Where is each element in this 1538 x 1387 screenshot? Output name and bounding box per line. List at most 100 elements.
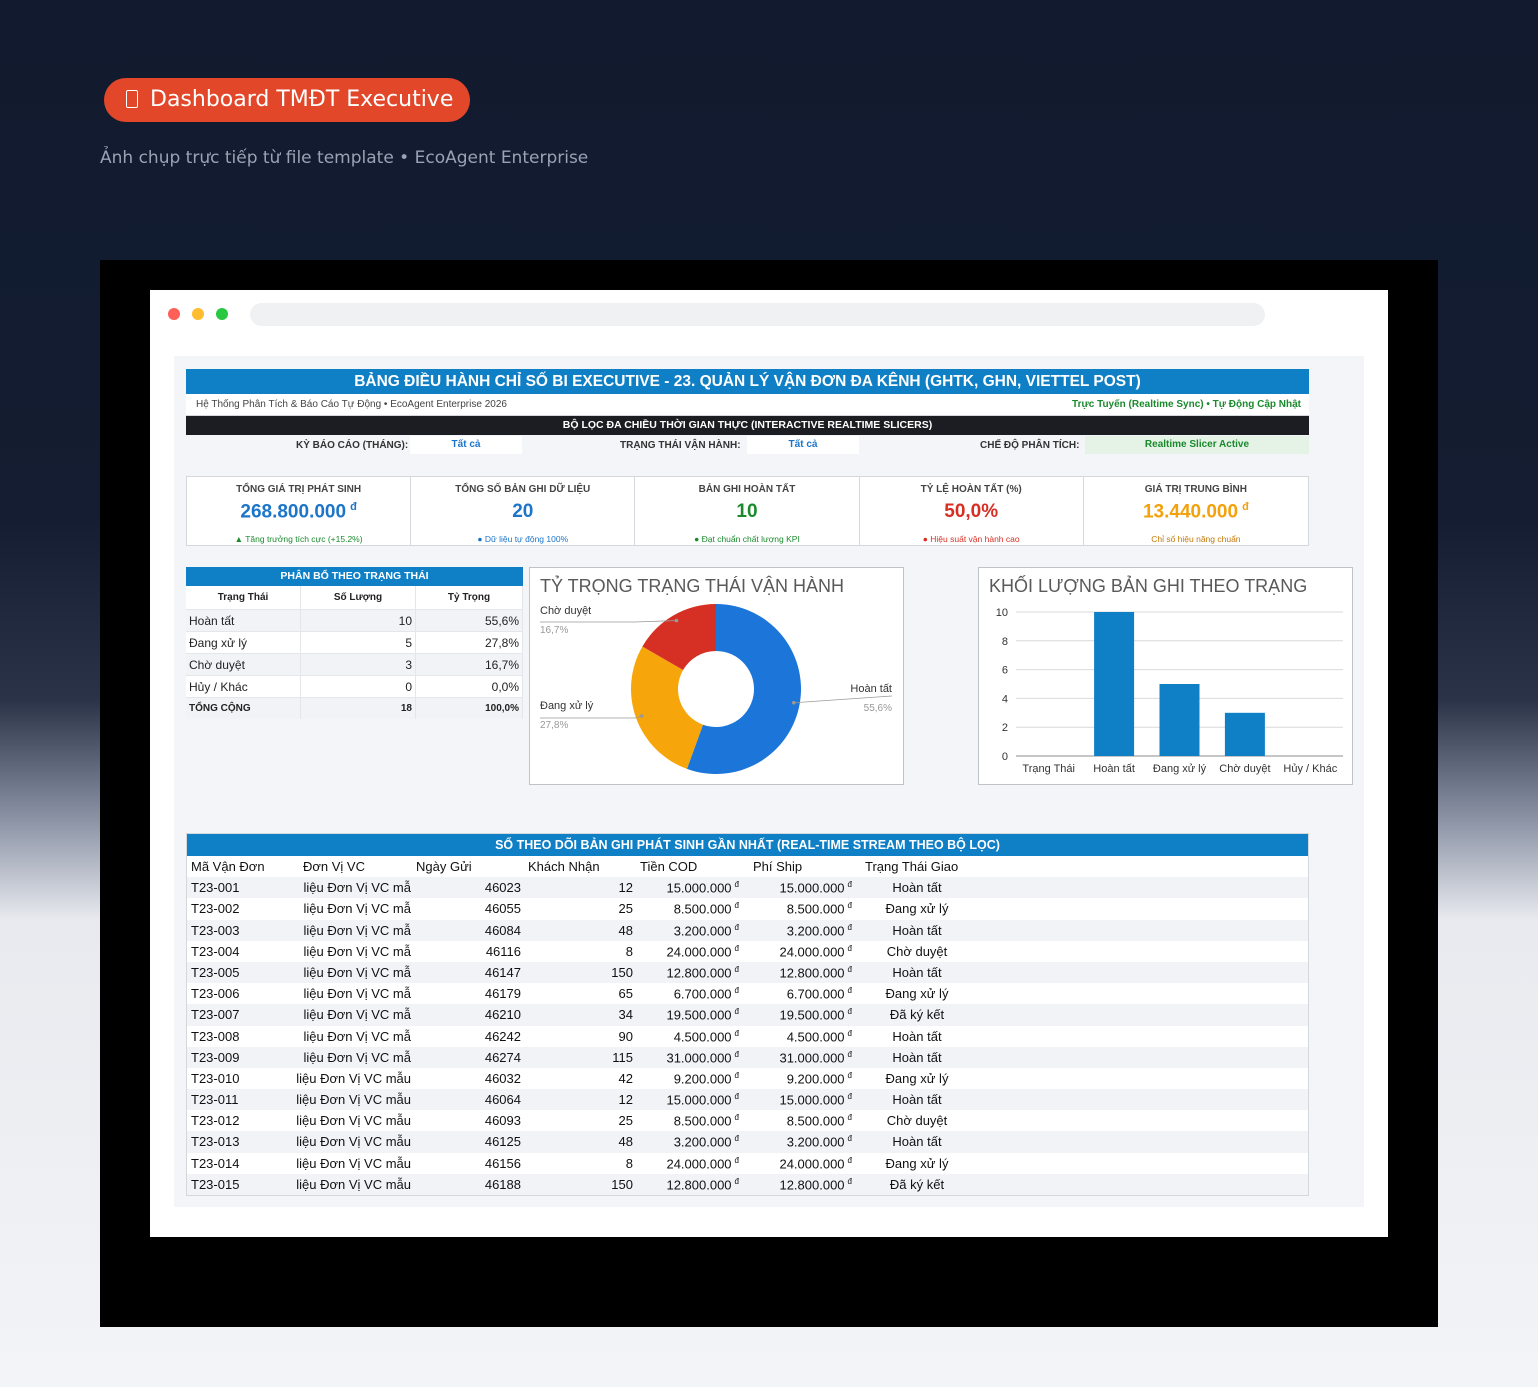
hero-subtitle: Ảnh chụp trực tiếp từ file template • Ec… [100,148,589,168]
delivery-status-text: Đang xử lý [885,986,949,1002]
address-bar[interactable] [250,303,1265,326]
currency-unit: đ [847,1134,852,1144]
kpi-card[interactable]: GIÁ TRỊ TRUNG BÌNH 13.440.000 đ Chỉ số hiệu… [1084,477,1308,545]
ship-fee: 4.500.000 đ [187,1029,852,1044]
carrier: liệu Đơn Vị VC mẫ [187,944,411,959]
currency-unit: đ [847,1113,852,1123]
cod-amount: 19.500.000 đ [187,1007,739,1022]
feed-row[interactable]: T23-002 liệu Đơn Vị VC mẫ 46055 25 8.500.000… [187,898,1308,919]
close-window-dot[interactable] [168,308,180,320]
send-date: 46125 [187,1134,521,1149]
send-date-text: 46116 [485,943,521,959]
delivery-status-text: Chờ duyệt [886,943,948,959]
filter-period-value[interactable]: Tất cả [410,436,522,454]
ship-fee-text: 19.500.000 [779,1007,845,1023]
bar[interactable] [1094,612,1135,756]
currency-unit: đ [734,1092,739,1102]
tracking-code-text: T23-002 [191,901,240,917]
x-tick-label: Hủy / Khác [1283,763,1337,775]
leader-dot [674,618,679,623]
status-count: 3 [300,653,416,676]
feed-row[interactable]: T23-005 liệu Đơn Vị VC mẫ 46147 150 12.800.0… [187,961,1308,984]
maximize-window-dot[interactable] [216,308,228,320]
feed-row[interactable]: T23-012 liệu Đơn Vị VC mẫu 46093 25 8.500.00… [187,1110,1308,1131]
y-tick-label: 6 [1002,665,1008,677]
bar[interactable] [1224,712,1265,756]
kpi-card[interactable]: TỔNG GIÁ TRỊ PHÁT SINH 268.800.000 đ ▲ Tăng… [187,477,412,545]
feed-row[interactable]: T23-015 liệu Đơn Vị VC mẫu 46188 150 12.800.… [187,1173,1308,1195]
kpi-card[interactable]: BẢN GHI HOÀN TẤT 10 ● Đạt chuẩn chất lượng… [635,477,860,545]
delivery-status: Hoàn tất [867,1029,967,1044]
send-date: 46064 [187,1092,521,1107]
ship-fee: 19.500.000 đ [187,1007,852,1022]
filter-row: KỲ BÁO CÁO (THÁNG): Tất cả TRẠNG THÁI VẬ… [186,435,1309,456]
recipient-count: 48 [187,1134,633,1149]
feed-row[interactable]: T23-010 liệu Đơn Vị VC mẫu 46032 42 9.200.00… [187,1068,1308,1089]
currency-unit: đ [734,986,739,996]
tracking-code: T23-008 [191,1029,239,1044]
ship-fee-text: 8.500.000 [786,1113,845,1129]
donut-slice[interactable] [642,604,716,670]
donut-slice[interactable] [686,604,801,774]
feed-row[interactable]: T23-009 liệu Đơn Vị VC mẫ 46274 115 31.000.0… [187,1046,1308,1068]
cod-amount: 9.200.000 đ [187,1071,739,1086]
recipient-count: 150 [187,965,633,980]
feed-row[interactable]: T23-011 liệu Đơn Vị VC mẫu 46064 12 15.000.0… [187,1089,1308,1111]
delivery-status-text: Hoàn tất [892,1049,942,1065]
ship-fee-text: 24.000.000 [779,944,845,960]
carrier: liệu Đơn Vị VC mẫ [187,986,411,1001]
recipient-count-text: 90 [618,1028,633,1044]
leader-dot [639,714,644,718]
tracking-code: T23-007 [191,1007,239,1022]
bar[interactable] [1159,684,1200,756]
send-date-text: 46179 [484,986,521,1002]
cod-amount-text: 6.700.000 [673,986,732,1002]
feed-row[interactable]: T23-003 liệu Đơn Vị VC mẫ 46084 48 3.200.000… [187,919,1308,941]
carrier: liệu Đơn Vị VC mẫ [187,965,411,980]
share-col-header: Tỷ Trọng [415,586,523,610]
document-icon [126,90,138,108]
donut-chart-title: TỶ TRỌNG TRẠNG THÁI VẬN HÀNH [540,576,845,596]
recipient-count: 12 [187,880,633,895]
status-total-row: TỔNG CỘNG 18 100,0% [186,697,523,719]
kpi-card[interactable]: TỶ LỆ HOÀN TẤT (%) 50,0% ● Hiệu suất vận h… [860,477,1084,545]
feed-row[interactable]: T23-007 liệu Đơn Vị VC mẫ 46210 34 19.500.00… [187,1004,1308,1026]
col-header-tracking: Mã Vận Đơn [191,859,265,874]
tracking-code-text: T23-013 [191,1134,240,1150]
kpi-label: TỔNG SỐ BẢN GHI DỮ LIỆU [455,484,591,495]
filter-mode-value[interactable]: Realtime Slicer Active [1085,436,1309,454]
kpi-note: Chỉ số hiệu năng chuẩn [1151,534,1241,544]
carrier-text: liệu Đơn Vị VC mẫu [296,1092,411,1108]
kpi-value: 268.800.000 đ [187,501,410,523]
kpi-number: 13.440.000 [1142,501,1239,523]
feed-row[interactable]: T23-013 liệu Đơn Vị VC mẫu 46125 48 3.200.00… [187,1131,1308,1153]
carrier-text: liệu Đơn Vị VC mẫu [296,1176,411,1192]
currency-unit: đ [847,1049,852,1059]
donut-slice[interactable] [631,646,704,769]
feed-row[interactable]: T23-014 liệu Đơn Vị VC mẫu 46156 8 24.000.00… [187,1153,1308,1174]
carrier-text: liệu Đơn Vị VC mẫ [303,943,411,959]
cod-amount: 31.000.000 đ [187,1050,739,1065]
feed-row[interactable]: T23-008 liệu Đơn Vị VC mẫ 46242 90 4.500.000… [187,1026,1308,1047]
send-date-text: 46147 [484,964,521,980]
send-date-text: 46064 [484,1092,521,1108]
currency-unit: đ [847,1155,852,1165]
recipient-count: 115 [187,1050,633,1065]
filter-status-value[interactable]: Tất cả [747,436,859,454]
ship-fee-text: 8.500.000 [786,901,845,917]
tracking-code-text: T23-005 [191,964,240,980]
status-name: Đang xử lý [186,631,301,654]
cod-amount-text: 9.200.000 [673,1071,732,1087]
minimize-window-dot[interactable] [192,308,204,320]
recipient-count: 34 [187,1007,633,1022]
delivery-status-text: Chờ duyệt [886,1113,948,1129]
currency-unit: đ [350,501,357,513]
carrier: liệu Đơn Vị VC mẫu [187,1134,411,1149]
feed-row[interactable]: T23-006 liệu Đơn Vị VC mẫ 46179 65 6.700.000… [187,983,1308,1004]
feed-row[interactable]: T23-004 liệu Đơn Vị VC mẫ 46116 8 24.000.000… [187,941,1308,962]
currency-unit: đ [847,922,852,932]
feed-row[interactable]: T23-001 liệu Đơn Vị VC mẫ 46023 12 15.000.00… [187,877,1308,899]
feed-rows: T23-001 liệu Đơn Vị VC mẫ 46023 12 15.000.00… [187,877,1308,1195]
kpi-card[interactable]: TỔNG SỐ BẢN GHI DỮ LIỆU 20 ● Dữ liệu tự độ… [411,477,636,545]
carrier: liệu Đơn Vị VC mẫ [187,1007,411,1022]
